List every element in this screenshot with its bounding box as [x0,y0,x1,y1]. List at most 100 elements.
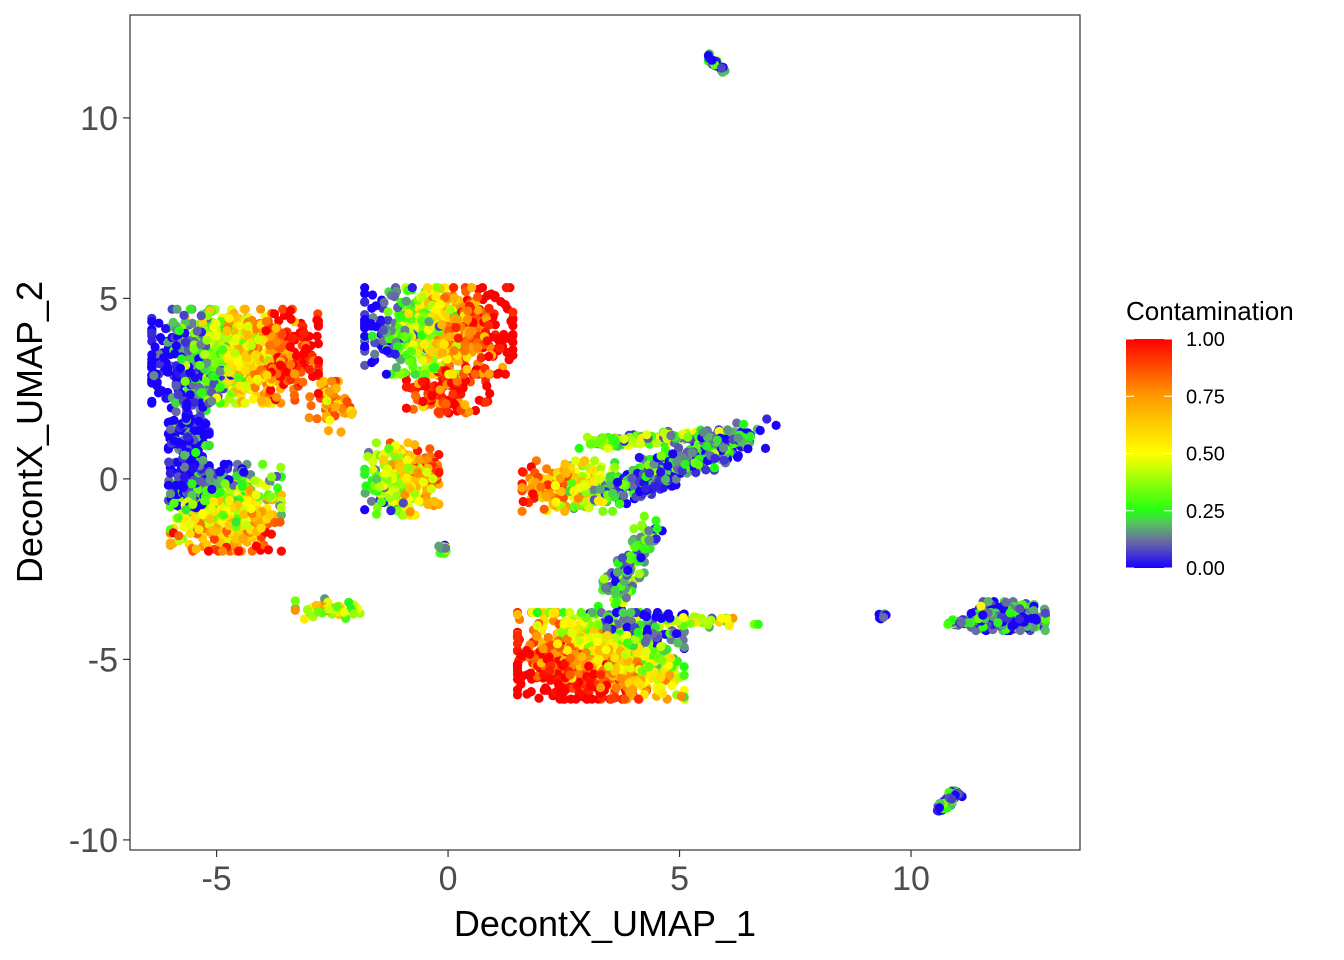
cell-point [257,396,267,406]
cell-point [316,379,326,389]
cell-point [163,480,173,490]
cell-point [534,693,544,703]
cell-point [187,318,197,328]
cell-point [679,670,689,681]
cell-point [703,616,713,626]
cell-point [179,462,190,472]
cell-point [174,438,184,448]
cell-point [1030,613,1040,623]
cell-point [204,440,214,450]
cell-point [993,618,1003,628]
cell-point [426,347,436,357]
cell-point [208,525,218,535]
cell-point [679,662,689,672]
cell-point [494,368,504,378]
cell-point [541,491,551,501]
cell-point [198,455,208,465]
cell-point [220,479,230,489]
cell-point [322,396,332,406]
cell-point [628,436,638,447]
cell-point [656,642,666,652]
cell-point [224,394,234,404]
cell-point [637,520,647,530]
cell-point [550,607,560,618]
cell-point [470,369,480,379]
cell-point [525,649,535,659]
cell-point [427,391,437,401]
cell-point [172,304,182,314]
cell-point [312,331,322,341]
cell-point [518,496,528,507]
cell-point [215,467,225,477]
cell-point [414,496,424,506]
cell-point [484,369,494,379]
cell-point [619,434,629,444]
cell-point [755,425,765,436]
cell-point [610,693,620,703]
cell-point [600,583,611,593]
cell-point [194,525,204,535]
cell-point [417,377,427,387]
cell-point [465,327,475,338]
cell-point [240,304,250,314]
cell-point [367,331,377,341]
cell-point [620,650,630,660]
cell-point [493,335,503,345]
cell-point [622,499,632,509]
cell-point [285,342,295,352]
cell-point [299,328,309,338]
cell-point [449,293,460,303]
cell-point [378,455,388,465]
cell-point [239,509,249,519]
cell-point [233,372,243,382]
cell-point [274,316,284,326]
cell-point [634,569,645,579]
cell-point [599,574,609,584]
cell-point [383,315,393,325]
cell-point [273,483,283,493]
cell-point [182,399,192,409]
cell-point [672,456,682,466]
cell-point [170,349,180,359]
cell-point [463,306,473,316]
cell-point [173,513,183,523]
cell-point [276,502,286,513]
cell-point [261,326,271,336]
cell-point [642,430,652,440]
cell-point [546,674,556,685]
cell-point [313,339,323,349]
cell-point [555,694,565,704]
cell-point [1015,604,1025,614]
cell-point [1009,620,1019,630]
cell-point [485,388,495,399]
cell-point [562,645,572,656]
cell-point [180,376,190,386]
cell-point [382,346,392,356]
cell-point [709,463,720,473]
cell-point [371,474,382,484]
cell-point [224,520,234,531]
cell-point [420,339,430,349]
cell-point [605,479,616,489]
cell-point [147,350,157,360]
cell-point [542,685,552,696]
cell-point [522,689,532,699]
cell-point [722,614,732,624]
cell-point [482,336,492,346]
cell-point [199,496,210,506]
cell-point [743,444,753,454]
cell-point [565,653,576,663]
cell-point [276,462,286,472]
cell-point [401,296,411,306]
cell-point [235,321,245,331]
cell-point [762,414,772,424]
cell-point [481,397,491,407]
cell-point [707,55,717,65]
cell-point [196,476,206,486]
cell-point [585,439,596,449]
cell-point [205,514,215,524]
cell-point [428,474,438,484]
cell-point [405,507,415,517]
cell-point [753,619,763,630]
cell-point [482,290,492,301]
